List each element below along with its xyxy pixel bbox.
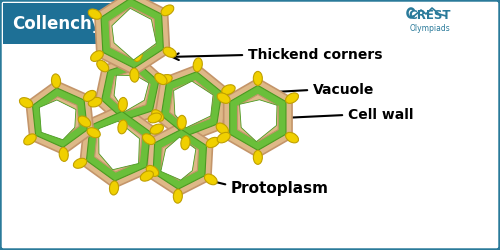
Ellipse shape bbox=[20, 98, 33, 108]
Ellipse shape bbox=[254, 150, 262, 164]
Ellipse shape bbox=[148, 113, 162, 123]
Ellipse shape bbox=[222, 85, 235, 94]
Polygon shape bbox=[230, 86, 286, 150]
Text: Vacuole: Vacuole bbox=[313, 83, 374, 97]
Text: CREST: CREST bbox=[409, 9, 451, 22]
Ellipse shape bbox=[84, 90, 96, 102]
Ellipse shape bbox=[174, 189, 182, 203]
Ellipse shape bbox=[118, 98, 128, 112]
Polygon shape bbox=[102, 62, 158, 120]
Polygon shape bbox=[110, 70, 150, 111]
Ellipse shape bbox=[24, 134, 36, 145]
Polygon shape bbox=[147, 122, 212, 196]
Ellipse shape bbox=[155, 73, 167, 85]
Polygon shape bbox=[153, 129, 206, 189]
Polygon shape bbox=[26, 81, 94, 154]
Ellipse shape bbox=[254, 72, 262, 86]
Ellipse shape bbox=[87, 128, 101, 138]
Ellipse shape bbox=[110, 181, 118, 195]
Polygon shape bbox=[95, 54, 166, 127]
Ellipse shape bbox=[152, 110, 164, 121]
Polygon shape bbox=[170, 80, 214, 127]
Ellipse shape bbox=[52, 74, 60, 88]
Polygon shape bbox=[161, 137, 196, 180]
Polygon shape bbox=[112, 8, 156, 60]
Ellipse shape bbox=[163, 47, 176, 58]
Ellipse shape bbox=[150, 124, 164, 134]
Ellipse shape bbox=[177, 115, 186, 129]
Polygon shape bbox=[224, 78, 292, 157]
Ellipse shape bbox=[146, 166, 158, 176]
Polygon shape bbox=[40, 100, 76, 140]
Polygon shape bbox=[98, 121, 140, 170]
Ellipse shape bbox=[96, 60, 109, 72]
Ellipse shape bbox=[142, 134, 155, 144]
Ellipse shape bbox=[158, 74, 172, 84]
Ellipse shape bbox=[206, 137, 220, 147]
Polygon shape bbox=[109, 7, 156, 59]
Ellipse shape bbox=[88, 9, 102, 19]
Ellipse shape bbox=[217, 93, 230, 104]
Ellipse shape bbox=[74, 158, 86, 168]
Ellipse shape bbox=[286, 93, 298, 104]
Polygon shape bbox=[40, 97, 79, 138]
Ellipse shape bbox=[140, 171, 153, 181]
Ellipse shape bbox=[286, 132, 298, 143]
Ellipse shape bbox=[59, 148, 69, 162]
Polygon shape bbox=[3, 3, 155, 44]
Ellipse shape bbox=[88, 97, 102, 107]
Ellipse shape bbox=[118, 120, 127, 134]
Ellipse shape bbox=[216, 123, 228, 134]
Ellipse shape bbox=[90, 51, 104, 62]
Ellipse shape bbox=[193, 58, 202, 72]
Polygon shape bbox=[94, 120, 142, 172]
Polygon shape bbox=[32, 88, 87, 148]
Polygon shape bbox=[114, 75, 149, 112]
Polygon shape bbox=[86, 112, 150, 181]
Ellipse shape bbox=[204, 174, 217, 185]
Polygon shape bbox=[161, 138, 198, 180]
Polygon shape bbox=[162, 72, 222, 136]
Polygon shape bbox=[95, 0, 170, 75]
Ellipse shape bbox=[217, 132, 230, 143]
Polygon shape bbox=[154, 65, 228, 143]
Ellipse shape bbox=[181, 136, 190, 150]
Text: Collenchyma: Collenchyma bbox=[12, 15, 131, 33]
Polygon shape bbox=[174, 81, 213, 128]
Text: Thickend corners: Thickend corners bbox=[248, 48, 382, 62]
Ellipse shape bbox=[78, 116, 90, 127]
Polygon shape bbox=[101, 0, 164, 68]
Text: Olympiads: Olympiads bbox=[410, 24, 451, 33]
Ellipse shape bbox=[134, 48, 142, 62]
Ellipse shape bbox=[161, 5, 174, 16]
Polygon shape bbox=[238, 94, 278, 141]
Polygon shape bbox=[80, 104, 157, 188]
Ellipse shape bbox=[130, 68, 139, 82]
Text: Cell wall: Cell wall bbox=[348, 108, 414, 122]
Polygon shape bbox=[240, 100, 277, 141]
Text: Protoplasm: Protoplasm bbox=[231, 180, 329, 196]
